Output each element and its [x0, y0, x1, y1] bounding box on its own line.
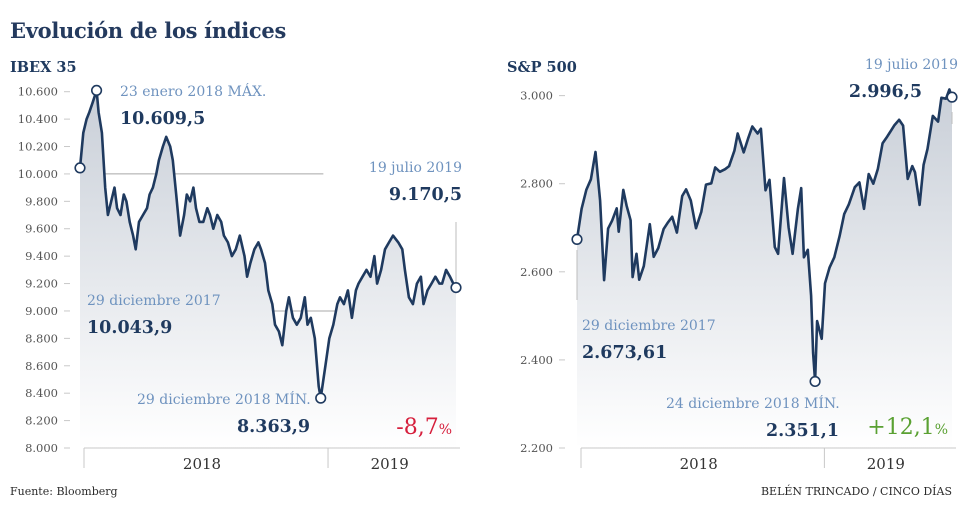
page-title: Evolución de los índices	[10, 18, 286, 43]
ibex-ytick-label: 10.600	[18, 85, 58, 99]
ibex-ytick-label: 8.000	[25, 441, 58, 455]
ibex-ytick-label: 8.400	[25, 386, 58, 400]
ibex-ytick-label: 9.800	[25, 194, 58, 208]
ibex-ytick-label: 9.000	[25, 304, 58, 318]
ibex-ytick-label: 8.200	[25, 414, 58, 428]
ibex-panel-title: IBEX 35	[10, 59, 77, 76]
ibex-marker	[74, 162, 86, 174]
ibex-annotation-value: 8.363,9	[237, 417, 310, 437]
ibex-ytick-label: 9.400	[25, 249, 58, 263]
credit-note: BELÉN TRINCADO / CINCO DÍAS	[760, 485, 952, 498]
ibex-annotation-value: 10.043,9	[87, 318, 172, 338]
ibex-ytick-label: 8.600	[25, 359, 58, 373]
ibex-annotation-date: 19 julio 2019	[369, 160, 462, 176]
ibex-ytick-label: 10.000	[18, 167, 58, 181]
ibex-series-line	[78, 89, 458, 400]
ibex-ytick-label: 10.400	[18, 112, 58, 126]
ibex-change-number: -8,7	[396, 415, 438, 440]
ibex-ytick-label: 10.200	[18, 140, 58, 154]
ibex-ytick-label: 9.600	[25, 222, 58, 236]
ibex-annotation-date: 29 diciembre 2018 MÍN.	[137, 390, 311, 408]
ibex-annotation-date: 29 diciembre 2017	[87, 293, 221, 309]
ibex-year-label-2019: 2019	[371, 455, 409, 473]
ibex-marker	[450, 281, 462, 294]
ibex-ytick-label: 9.200	[25, 277, 58, 291]
ibex-year-label-2018: 2018	[183, 455, 221, 473]
ibex-change-unit: %	[439, 422, 452, 438]
ibex-ytick-label: 8.800	[25, 331, 58, 345]
source-note: Fuente: Bloomberg	[10, 485, 118, 498]
ibex-marker	[90, 84, 103, 97]
ibex-annotation-date: 23 enero 2018 MÁX.	[120, 82, 266, 100]
ibex-annotation-value: 9.170,5	[389, 185, 462, 205]
ibex-marker	[315, 392, 327, 404]
ibex-annotation-value: 10.609,5	[120, 109, 205, 129]
ibex-change-label: -8,7%	[396, 415, 452, 440]
